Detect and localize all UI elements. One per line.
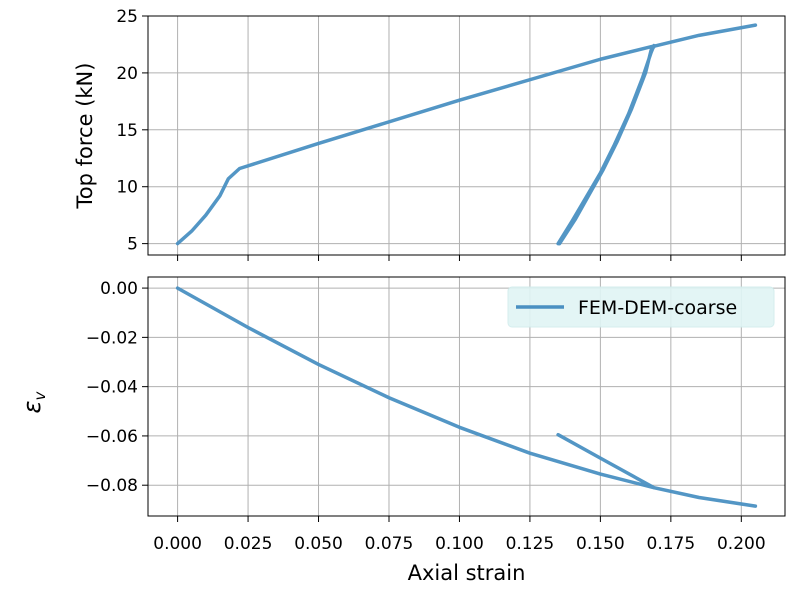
- top-y-axis-title: Top force (kN): [73, 63, 97, 210]
- top-panel: 5 10 15 20 25 Top force (kN): [73, 7, 786, 261]
- bottom-xtick-label: 0.100: [435, 534, 484, 554]
- bottom-xtick-label: 0.025: [224, 534, 273, 554]
- legend: FEM-DEM-coarse: [507, 286, 775, 328]
- legend-box: [507, 286, 775, 328]
- bottom-y-axis-title: εv: [18, 390, 49, 413]
- bottom-panel: 0.000 0.025 0.050 0.075 0.100 0.125 0.150 0.175…: [18, 276, 786, 585]
- bottom-ytick-label: −0.04: [86, 378, 138, 398]
- bottom-xtick-label: 0.125: [506, 534, 555, 554]
- bottom-xtick-label: 0.150: [576, 534, 625, 554]
- bottom-xtick-label: 0.050: [294, 534, 343, 554]
- bottom-ytick-label: −0.02: [86, 328, 138, 348]
- bottom-ytick-label: 0.00: [100, 279, 138, 299]
- bottom-xtick-label: 0.075: [365, 534, 414, 554]
- top-ytick-label: 25: [116, 7, 138, 27]
- bottom-xtick-label: 0.175: [647, 534, 696, 554]
- bottom-x-axis-title: Axial strain: [408, 561, 526, 585]
- top-axes-frame: [147, 15, 786, 256]
- top-ytick-label: 20: [116, 64, 138, 84]
- top-ytick-label: 15: [116, 121, 138, 141]
- bottom-series-line: [175, 286, 758, 508]
- top-series-line: [175, 23, 758, 246]
- top-ytick-label: 10: [116, 178, 138, 198]
- bottom-ytick-label: −0.06: [86, 427, 138, 447]
- legend-label: FEM-DEM-coarse: [578, 297, 737, 319]
- bottom-axes-frame: [147, 276, 786, 517]
- bottom-ytick-label: −0.08: [86, 476, 138, 496]
- top-ytick-label: 5: [127, 235, 138, 255]
- bottom-xtick-label: 0.000: [153, 534, 202, 554]
- bottom-xtick-label: 0.200: [717, 534, 766, 554]
